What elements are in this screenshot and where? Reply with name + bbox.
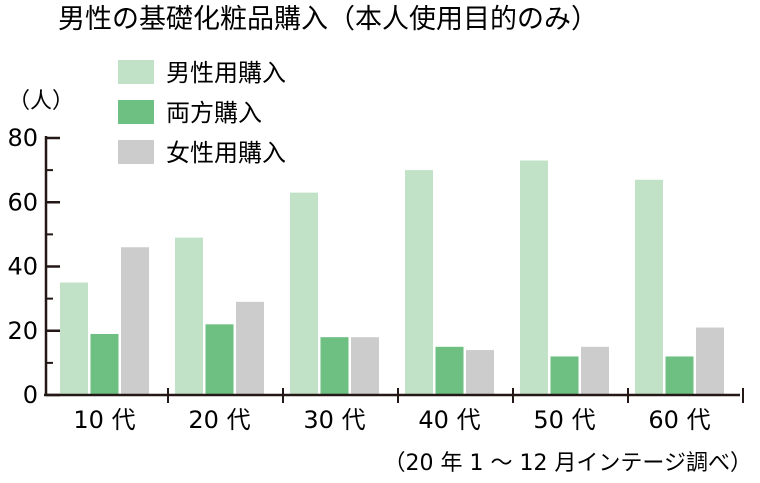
y-ticks-group: 0 20 40 60 80 bbox=[7, 124, 60, 409]
x-category-label: 50 代 bbox=[533, 406, 595, 434]
bar-2-1 bbox=[175, 237, 203, 395]
y-tick-label: 40 bbox=[7, 253, 38, 281]
bar-2-3 bbox=[236, 301, 264, 395]
bar-3-3 bbox=[351, 337, 379, 395]
x-category-label: 40 代 bbox=[418, 406, 480, 434]
y-tick-label: 20 bbox=[7, 317, 38, 345]
bar-6-1 bbox=[635, 179, 663, 395]
legend-swatch-3 bbox=[118, 140, 154, 164]
x-category-label: 10 代 bbox=[73, 406, 135, 434]
bar-1-2 bbox=[90, 333, 119, 395]
bar-4-1 bbox=[405, 170, 433, 395]
y-tick-label: 60 bbox=[7, 188, 38, 216]
bar-4-3 bbox=[466, 350, 494, 395]
source-note: （20 年 1 〜 12 月インテージ調べ） bbox=[383, 451, 752, 476]
bar-1-1 bbox=[60, 282, 88, 395]
legend-swatch-2 bbox=[118, 100, 154, 124]
y-tick-label: 80 bbox=[7, 124, 38, 152]
bar-6-3 bbox=[696, 327, 724, 395]
bar-2-2 bbox=[205, 324, 234, 395]
legend-label-3: 女性用購入 bbox=[166, 139, 286, 167]
x-category-label: 60 代 bbox=[648, 406, 710, 434]
bar-5-2 bbox=[550, 356, 579, 395]
bar-1-3 bbox=[121, 247, 149, 395]
y-axis-unit-label: （人） bbox=[8, 89, 74, 114]
legend-label-1: 男性用購入 bbox=[166, 59, 286, 87]
bar-5-1 bbox=[520, 160, 548, 395]
legend-swatch-1 bbox=[118, 60, 154, 84]
x-labels-group: 10 代 20 代 30 代 40 代 50 代 60 代 bbox=[73, 388, 744, 434]
y-tick-label: 0 bbox=[23, 381, 38, 409]
x-category-label: 20 代 bbox=[188, 406, 250, 434]
bar-4-2 bbox=[435, 346, 464, 395]
x-category-label: 30 代 bbox=[303, 406, 365, 434]
bar-5-3 bbox=[581, 346, 609, 395]
bar-3-2 bbox=[320, 337, 349, 395]
bars-group bbox=[60, 160, 724, 395]
legend-label-2: 両方購入 bbox=[166, 99, 262, 127]
bar-3-1 bbox=[290, 192, 318, 395]
chart-title: 男性の基礎化粧品購入（本人使用目的のみ） bbox=[58, 4, 598, 35]
bar-6-2 bbox=[665, 356, 694, 395]
